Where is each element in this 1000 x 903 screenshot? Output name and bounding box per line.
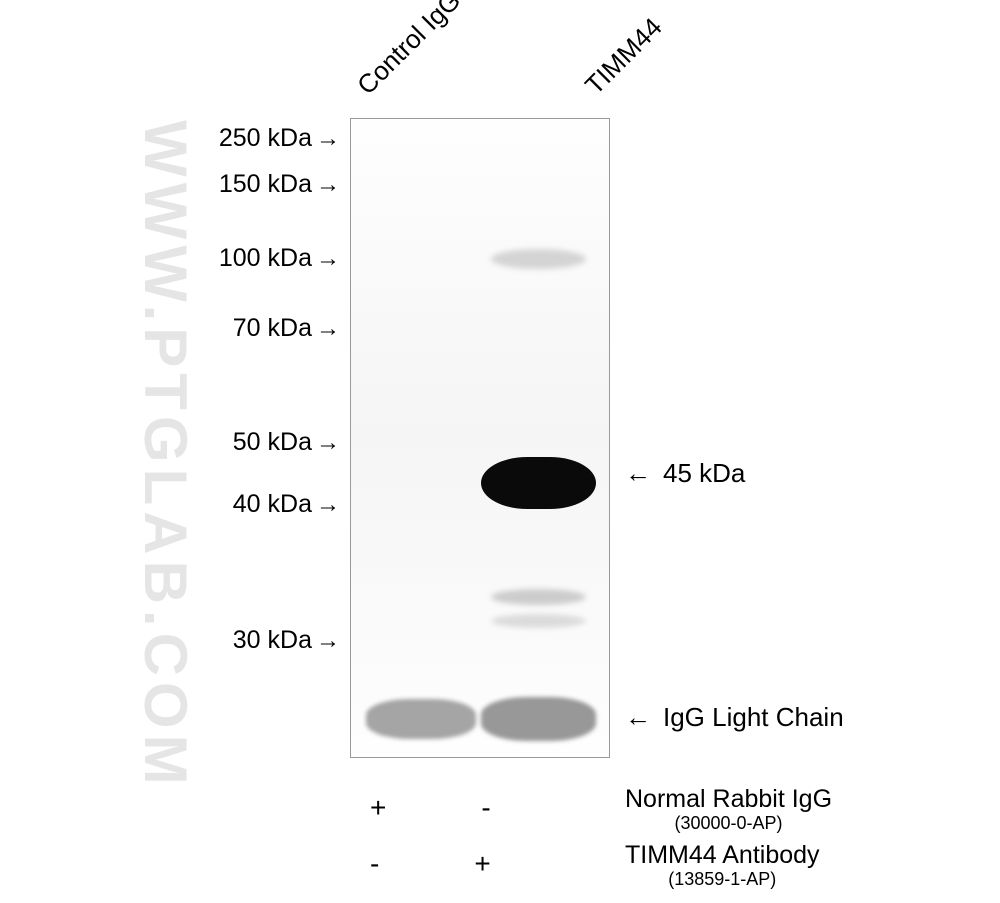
arrow-right-icon: → [316, 171, 340, 199]
arrow-right-icon: → [316, 627, 340, 655]
mw-marker: 30 kDa→ [233, 626, 340, 655]
lane-label-control: Control IgG [351, 0, 467, 101]
arrow-right-icon: → [316, 429, 340, 457]
right-marker-label: IgG Light Chain [663, 702, 844, 733]
mw-marker-label: 150 kDa [219, 170, 312, 199]
reagent-label: Normal Rabbit IgG(30000-0-AP) [625, 786, 832, 833]
reagent-presence-row: -+ [370, 848, 491, 880]
mw-marker: 40 kDa→ [233, 490, 340, 519]
arrow-right-icon: → [316, 315, 340, 343]
blot-inner [351, 119, 609, 757]
mw-marker: 250 kDa→ [219, 124, 340, 153]
main-band-45kda [481, 457, 596, 509]
reagent-presence-row: +- [370, 792, 491, 824]
faint-band-3 [491, 614, 586, 628]
light-chain-band-lane1 [366, 699, 476, 739]
lane2-presence-symbol: - [481, 792, 490, 824]
right-marker-label: 45 kDa [663, 458, 745, 489]
mw-marker-label: 70 kDa [233, 314, 312, 343]
mw-marker-label: 50 kDa [233, 428, 312, 457]
lane-label-target: TIMM44 [579, 12, 668, 101]
reagent-label-sub: (13859-1-AP) [625, 870, 820, 890]
right-marker: ← 45 kDa [625, 458, 745, 489]
mw-marker-label: 100 kDa [219, 244, 312, 273]
blot-membrane [350, 118, 610, 758]
mw-marker: 150 kDa→ [219, 170, 340, 199]
right-marker: ← IgG Light Chain [625, 702, 844, 733]
lane2-presence-symbol: + [474, 848, 490, 880]
lane-labels: Control IgG TIMM44 [355, 15, 628, 46]
mw-marker-label: 40 kDa [233, 490, 312, 519]
lane1-presence-symbol: - [370, 848, 379, 880]
watermark-text: WWW.PTGLAB.COM [131, 120, 200, 791]
mw-marker: 100 kDa→ [219, 244, 340, 273]
mw-marker: 50 kDa→ [233, 428, 340, 457]
lane1-presence-symbol: + [370, 792, 386, 824]
reagent-label-sub: (30000-0-AP) [625, 814, 832, 834]
arrow-right-icon: → [316, 245, 340, 273]
arrow-left-icon: ← [625, 458, 651, 489]
figure-container: WWW.PTGLAB.COM Control IgG TIMM44 250 kD… [0, 0, 1000, 903]
faint-band-1 [491, 249, 586, 269]
mw-marker-label: 30 kDa [233, 626, 312, 655]
light-chain-band-lane2 [481, 697, 596, 741]
reagent-label-main: TIMM44 Antibody [625, 842, 820, 870]
reagent-label: TIMM44 Antibody(13859-1-AP) [625, 842, 820, 889]
arrow-right-icon: → [316, 125, 340, 153]
reagent-label-main: Normal Rabbit IgG [625, 786, 832, 814]
mw-marker-label: 250 kDa [219, 124, 312, 153]
faint-band-2 [491, 589, 586, 605]
mw-marker: 70 kDa→ [233, 314, 340, 343]
arrow-left-icon: ← [625, 702, 651, 733]
arrow-right-icon: → [316, 491, 340, 519]
